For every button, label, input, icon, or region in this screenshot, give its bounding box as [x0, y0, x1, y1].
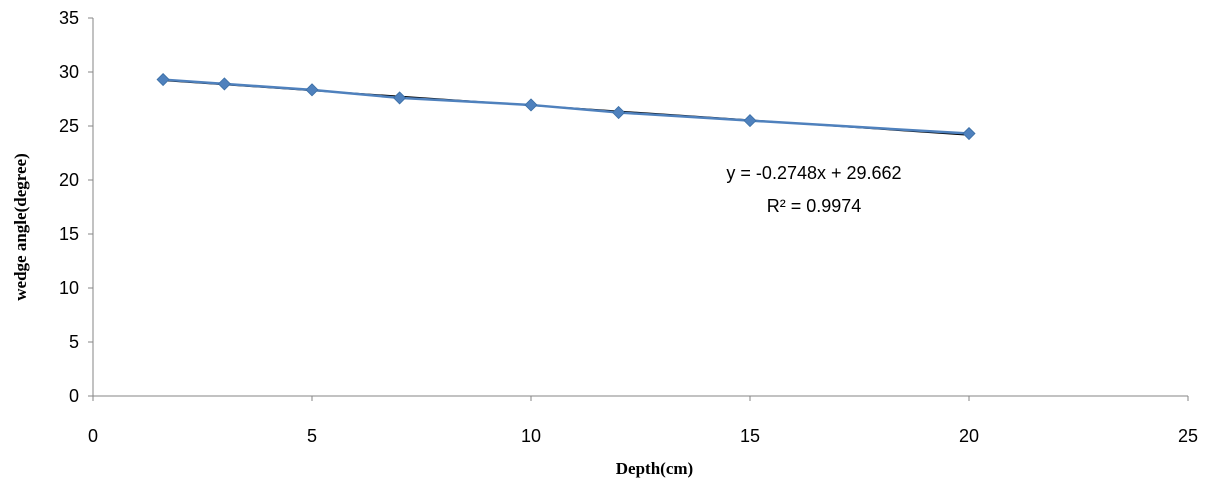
data-point	[393, 91, 407, 105]
data-point	[743, 114, 757, 128]
data-point	[524, 98, 538, 112]
data-point	[305, 83, 319, 97]
y-tick-label: 5	[69, 332, 79, 352]
x-tick-label: 0	[88, 426, 98, 446]
y-tick-label: 10	[59, 278, 79, 298]
x-tick-label: 25	[1178, 426, 1198, 446]
y-tick-label: 25	[59, 116, 79, 136]
y-tick-label: 0	[69, 386, 79, 406]
tick-labels: 0 5 10 15 20 25 30 35 0 5 10 15 20 25	[59, 8, 1198, 446]
series-line-path	[162, 78, 970, 135]
data-point	[612, 105, 626, 120]
x-tick-label: 10	[521, 426, 541, 446]
data-point	[962, 126, 976, 141]
series-line	[162, 78, 970, 135]
x-axis-title: Depth(cm)	[616, 459, 693, 478]
x-tick-label: 5	[307, 426, 317, 446]
axes	[88, 17, 1189, 401]
y-axis-title: wedge angle(degree)	[11, 153, 30, 300]
y-tick-label: 20	[59, 170, 79, 190]
data-point	[156, 72, 170, 87]
y-tick-label: 15	[59, 224, 79, 244]
y-tick-label: 35	[59, 8, 79, 28]
series-markers	[156, 72, 976, 141]
data-point	[217, 77, 231, 91]
trendline-equation: y = -0.2748x + 29.662	[726, 163, 901, 183]
x-tick-label: 15	[740, 426, 760, 446]
y-tick-label: 30	[59, 62, 79, 82]
x-tick-label: 20	[959, 426, 979, 446]
trendline-r2: R² = 0.9974	[767, 196, 862, 216]
